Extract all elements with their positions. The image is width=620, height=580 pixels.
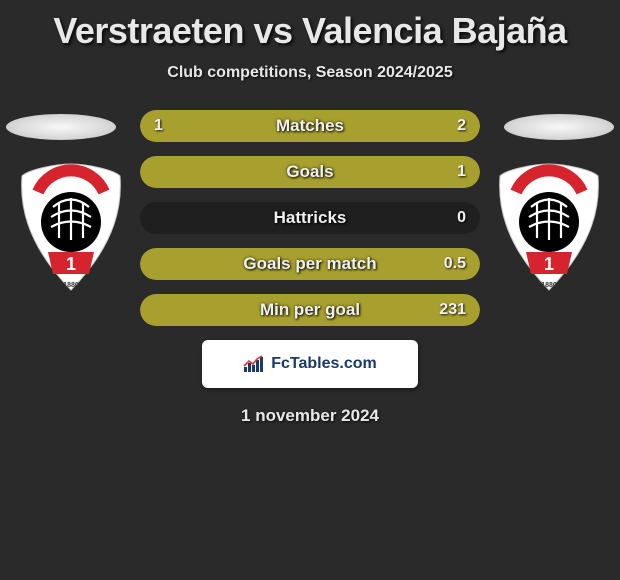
stat-row: Goals per match0.5 [140, 248, 480, 280]
stat-row: Min per goal231 [140, 294, 480, 326]
chart-icon [243, 355, 265, 373]
player-marker-left [6, 114, 116, 140]
stat-label: Hattricks [140, 202, 480, 234]
page-subtitle: Club competitions, Season 2024/2025 [0, 64, 620, 82]
stat-value-right: 1 [457, 156, 466, 188]
source-logo: FcTables.com [202, 340, 418, 388]
stat-value-right: 0.5 [444, 248, 466, 280]
stat-row: Matches1 2 [140, 110, 480, 142]
badge-number: 1 [544, 254, 554, 274]
stat-value-right: 2 [457, 110, 466, 142]
source-logo-text: FcTables.com [271, 355, 377, 373]
date-text: 1 november 2024 [0, 406, 620, 426]
club-badge-right: 1 1880 [496, 162, 602, 292]
stat-value-right: 0 [457, 202, 466, 234]
stat-row: Goals1 [140, 156, 480, 188]
stat-label: Min per goal [140, 294, 480, 326]
player-marker-right [504, 114, 614, 140]
page-title: Verstraeten vs Valencia Bajaña [0, 0, 620, 52]
badge-year: 1880 [63, 282, 79, 289]
stat-label: Goals [140, 156, 480, 188]
stat-rows-container: Matches12Goals1Hattricks0Goals per match… [140, 110, 480, 326]
stat-row: Hattricks0 [140, 202, 480, 234]
stat-label: Goals per match [140, 248, 480, 280]
shield-icon: 1 1880 [18, 162, 124, 292]
stat-label: Matches [140, 110, 480, 142]
shield-icon: 1 1880 [496, 162, 602, 292]
stat-value-left: 1 [154, 110, 163, 142]
badge-year: 1880 [541, 282, 557, 289]
badge-number: 1 [66, 254, 76, 274]
stat-value-right: 231 [439, 294, 466, 326]
club-badge-left: 1 1880 [18, 162, 124, 292]
comparison-area: 1 1880 1 1880 Matches12Goals1Hattricks0G… [0, 110, 620, 426]
